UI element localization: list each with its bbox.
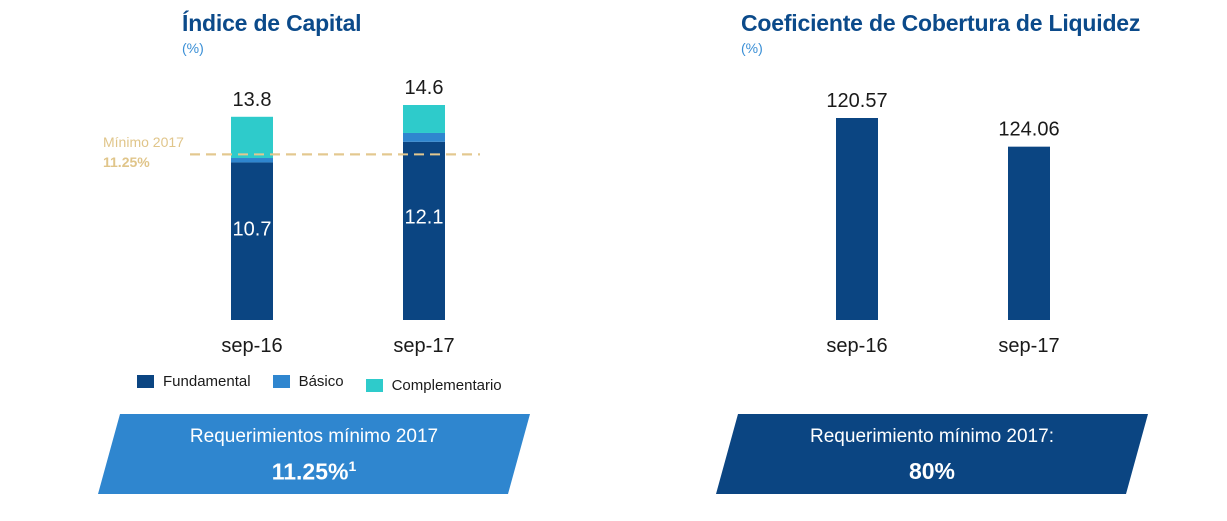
fundamental-value-label-sep-17: 12.1 xyxy=(405,207,444,229)
capital-index-chart: 10.7 13.8 sep-16 12.1 14.6 sep-17 xyxy=(190,77,480,357)
liquidity-banner-shape xyxy=(716,414,1148,494)
capital-requirement-banner: Requerimientos mínimo 2017 11.25%1 xyxy=(98,414,530,494)
fundamental-value-label-sep-16: 10.7 xyxy=(233,219,272,241)
capital-banner-title: Requerimientos mínimo 2017 xyxy=(189,426,439,447)
bar-complementario-sep-17 xyxy=(403,105,445,133)
legend-item-complementario: Complementario xyxy=(365,377,502,394)
liquidity-unit: (%) xyxy=(741,40,763,56)
legend-swatch-complementario xyxy=(365,379,383,392)
liquidity-x-tick-label-sep-16: sep-16 xyxy=(826,335,887,357)
capital-index-title: Índice de Capital xyxy=(182,10,362,36)
x-tick-label-sep-16: sep-16 xyxy=(221,335,282,357)
legend-swatch-basico xyxy=(272,375,290,388)
capital-index-unit: (%) xyxy=(182,40,204,56)
liquidity-bar-sep-17 xyxy=(1008,146,1050,320)
legend-swatch-fundamental xyxy=(137,375,154,388)
legend-label-fundamental: Fundamental xyxy=(163,373,251,390)
liquidity-value-label-sep-16: 120.57 xyxy=(826,90,887,112)
liquidity-banner-value: 80% xyxy=(908,458,956,484)
bar-fundamental-sep-17 xyxy=(403,141,445,320)
x-tick-label-sep-17: sep-17 xyxy=(393,335,454,357)
liquidity-chart: 120.57 sep-16 124.06 sep-17 xyxy=(826,90,1059,357)
legend-label-basico: Básico xyxy=(298,373,344,390)
liquidity-x-tick-label-sep-17: sep-17 xyxy=(998,335,1059,357)
bar-complementario-sep-16 xyxy=(231,116,273,159)
capital-banner-value-text: 11.25% xyxy=(271,458,349,485)
bar-fundamental-sep-16 xyxy=(231,162,273,320)
total-value-label-sep-16: 13.8 xyxy=(233,89,272,111)
liquidity-bar-sep-16 xyxy=(836,118,878,320)
liquidity-title: Coeficiente de Cobertura de Liquidez xyxy=(741,10,1141,36)
legend-item-basico: Básico xyxy=(272,373,344,390)
bar-bsico-sep-16 xyxy=(231,158,273,163)
minimum-label-text: Mínimo 2017 xyxy=(103,134,184,150)
minimum-label-value: 11.25% xyxy=(103,154,150,170)
liquidity-requirement-banner: Requerimiento mínimo 2017: 80% xyxy=(716,414,1148,494)
capital-banner-value: 11.25%1 xyxy=(98,458,530,486)
capital-banner-shape xyxy=(98,414,530,494)
total-value-label-sep-17: 14.6 xyxy=(405,77,444,99)
capital-banner-footnote: 1 xyxy=(348,458,357,474)
legend-item-fundamental: Fundamental xyxy=(137,373,251,390)
liquidity-panel: Coeficiente de Cobertura de Liquidez (%)… xyxy=(610,0,1227,521)
liquidity-value-label-sep-17: 124.06 xyxy=(998,119,1059,141)
minimum-label: Mínimo 2017 11.25% xyxy=(103,132,184,172)
bar-bsico-sep-17 xyxy=(403,132,445,142)
capital-index-panel: Índice de Capital (%) 10.7 13.8 sep-16 12.1… xyxy=(0,0,610,521)
legend-label-complementario: Complementario xyxy=(391,377,502,394)
capital-legend: Fundamental Básico Complementario xyxy=(137,373,524,394)
liquidity-banner-title: Requerimiento mínimo 2017: xyxy=(810,426,1054,447)
